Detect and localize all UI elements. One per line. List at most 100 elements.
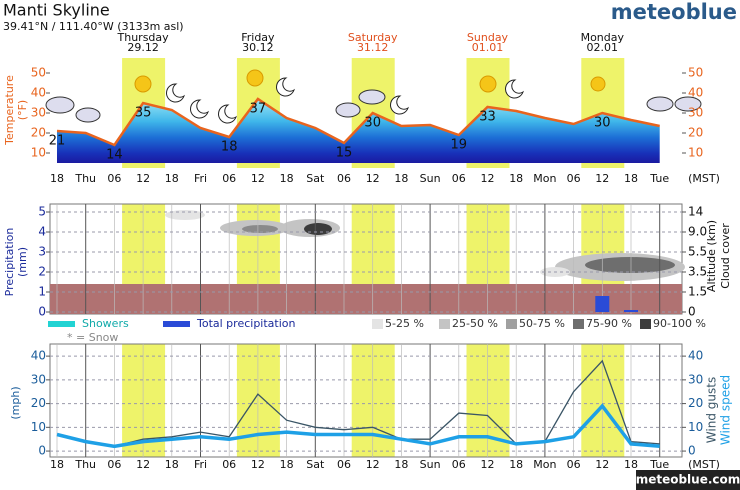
- subtitle: 39.41°N / 111.40°W (3133m asl): [3, 20, 184, 33]
- x-tick-label: Sat: [306, 458, 325, 471]
- legend-label: Wind gusts: [705, 377, 719, 443]
- x-tick-label: 12: [366, 458, 380, 471]
- x-tick-label: 18: [624, 458, 638, 471]
- wind-line: [114, 359, 660, 447]
- day-date: 31.12: [357, 41, 389, 54]
- daylight-band: [236, 344, 280, 457]
- x-tick-label: 06: [222, 458, 236, 471]
- y2-tick-label: 9.0: [688, 225, 707, 239]
- x-tick-label: 06: [337, 172, 351, 185]
- cloud-legend-label: 25-50 %: [452, 317, 498, 330]
- x-tick-label: 12: [136, 458, 150, 471]
- weather-icons: [45, 69, 702, 124]
- y-tick-label: 20: [31, 396, 46, 410]
- cloud-swatch: [640, 319, 651, 329]
- value-label: 21: [49, 134, 66, 149]
- x-tick-label: 18: [50, 172, 64, 185]
- x-tick-label: Tue: [649, 172, 669, 185]
- temperature-area: [57, 99, 660, 163]
- x-tick-label: 18: [280, 172, 294, 185]
- x-tick-label: 06: [452, 458, 466, 471]
- value-label: 14: [106, 148, 123, 163]
- terrain-band: [50, 284, 682, 314]
- precip-bar: [595, 296, 610, 312]
- x-tick-label: 12: [251, 172, 265, 185]
- y-tick-label: 5: [38, 205, 46, 219]
- x-tick-label: 06: [567, 458, 581, 471]
- legend-swatch: [48, 321, 75, 327]
- y-tick-label: 10: [688, 420, 703, 434]
- x-tick-label: 12: [595, 172, 609, 185]
- x-tick-label: 12: [366, 172, 380, 185]
- x-tick-label: 06: [107, 458, 121, 471]
- y-axis-label: Precipitation: [3, 228, 16, 297]
- value-label: 15: [336, 146, 353, 161]
- x-tick-label: 18: [509, 458, 523, 471]
- value-label: 37: [250, 102, 267, 117]
- value-label: 35: [135, 106, 152, 121]
- legend-label: Total precipitation: [196, 317, 296, 330]
- day-name: Thursday: [117, 31, 170, 44]
- x-tick-label: 18: [165, 458, 179, 471]
- cloud-legend-label: 90-100 %: [653, 317, 706, 330]
- x-tick-label: 18: [624, 172, 638, 185]
- x-tick-label: Tue: [649, 458, 669, 471]
- title: Manti Skyline: [3, 1, 110, 20]
- x-tick-label: 18: [509, 172, 523, 185]
- day-date: 30.12: [242, 41, 274, 54]
- y2-tick-label: 14: [688, 205, 703, 219]
- x-tick-label: Mon: [533, 172, 556, 185]
- cloud-legend-label: 50-75 %: [519, 317, 565, 330]
- day-name: Sunday: [467, 31, 509, 44]
- y2-axis-label: Altitude (km): [705, 220, 718, 292]
- x-tick-label: 12: [481, 458, 495, 471]
- y-tick-label: 0: [688, 444, 696, 458]
- x-tick-label: 06: [222, 172, 236, 185]
- x-tick-label: Mon: [533, 458, 556, 471]
- y-tick-label: 30: [688, 372, 703, 386]
- footer-box: [636, 470, 740, 490]
- y-tick-label: 0: [38, 305, 46, 319]
- y-tick-label: 10: [31, 420, 46, 434]
- y-tick-label: 40: [31, 86, 46, 100]
- y-tick-label: 20: [688, 126, 703, 140]
- snow-note: * = Snow: [67, 331, 118, 344]
- y-axis-label: (mph): [9, 386, 22, 419]
- y-tick-label: 30: [688, 106, 703, 120]
- footer: meteoblue.com: [636, 473, 740, 487]
- cloud-swatch: [573, 319, 584, 329]
- x-tick-label: 18: [165, 172, 179, 185]
- y-tick-label: 20: [688, 396, 703, 410]
- x-tick-label: Fri: [194, 458, 207, 471]
- daylight-band: [351, 344, 395, 457]
- cloud-legend-label: 75-90 %: [586, 317, 632, 330]
- y2-tick-label: 3.5: [688, 265, 707, 279]
- x-tick-label: 12: [136, 172, 150, 185]
- day-date: 01.01: [472, 41, 504, 54]
- x-tick-label: 12: [251, 458, 265, 471]
- x-tick-label: 12: [481, 172, 495, 185]
- value-label: 33: [479, 110, 496, 125]
- day-date: 02.01: [587, 41, 619, 54]
- value-label: 30: [364, 116, 381, 131]
- y-tick-label: 30: [31, 106, 46, 120]
- legend-swatch: [163, 321, 190, 327]
- legend-label: Wind speed: [719, 375, 733, 445]
- temperature-line: [56, 97, 660, 147]
- x-tick-label: Sat: [306, 172, 325, 185]
- y2-tick-label: 1.5: [688, 285, 707, 299]
- y-tick-label: 0: [38, 444, 46, 458]
- x-tick-label: 06: [567, 172, 581, 185]
- value-label: 30: [594, 116, 611, 131]
- y-tick-label: 10: [688, 146, 703, 160]
- y-tick-label: 50: [31, 66, 46, 80]
- value-label: 18: [221, 140, 238, 155]
- cloud-legend-label: 5-25 %: [385, 317, 424, 330]
- y2-tick-label: 5.5: [688, 245, 707, 259]
- x-tick-label: 06: [452, 172, 466, 185]
- x-tick-label: 06: [107, 172, 121, 185]
- x-tick-label: Sun: [420, 172, 441, 185]
- x-tick-label: 18: [394, 172, 408, 185]
- x-tick-label: 12: [595, 458, 609, 471]
